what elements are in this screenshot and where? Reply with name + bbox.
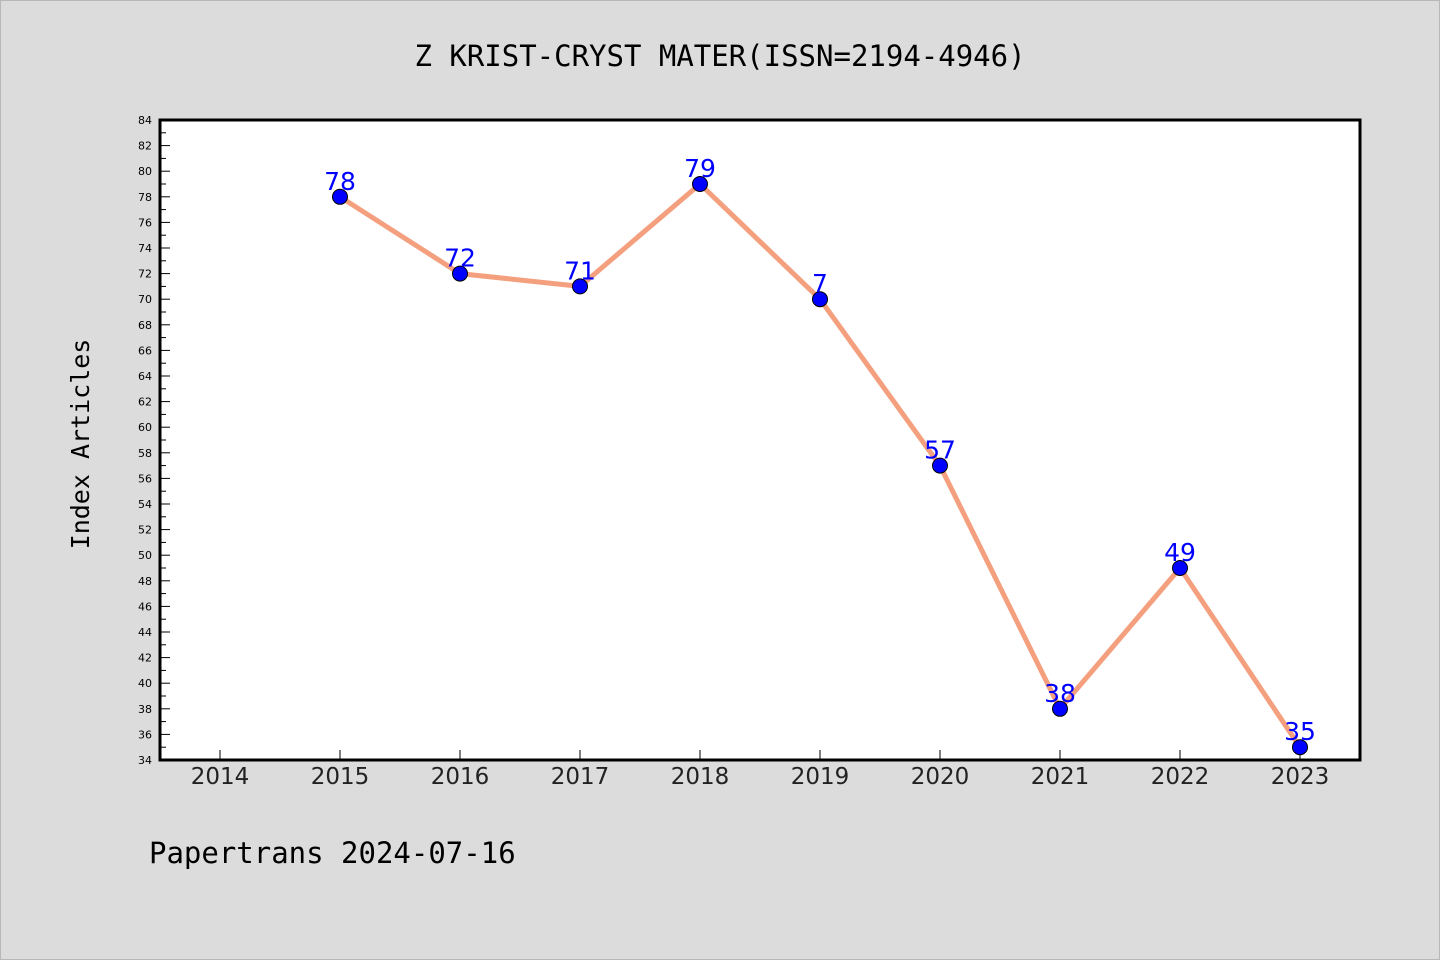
y-tick-label: 74	[138, 242, 152, 255]
data-label: 38	[1044, 679, 1076, 708]
x-tick-label: 2020	[911, 764, 970, 790]
data-point-marker	[332, 188, 348, 205]
y-tick-label: 46	[138, 600, 152, 613]
y-tick-label: 48	[138, 575, 152, 588]
x-tick-label: 2015	[311, 764, 370, 790]
chart-title: Z KRIST-CRYST MATER(ISSN=2194-4946)	[414, 39, 1025, 73]
y-tick-label: 64	[138, 370, 152, 383]
x-tick-label: 2023	[1271, 764, 1330, 790]
y-tick-label: 78	[138, 191, 152, 204]
y-tick-label: 82	[138, 140, 152, 153]
data-label: 57	[924, 436, 956, 465]
data-label-layer: 78 72 71 79 7 57 38 49 35	[324, 154, 1316, 746]
plot-area	[158, 118, 1362, 762]
x-tick-label: 2019	[791, 764, 850, 790]
y-axis: 34 36 38 40 42 44 46 48 50 52 54 56 58 60 62 64 66 68 70 72…	[138, 114, 170, 767]
y-tick-label: 38	[138, 703, 152, 716]
data-label: 7	[812, 269, 828, 298]
y-tick-label: 50	[138, 549, 152, 562]
y-tick-label: 34	[138, 754, 152, 767]
data-label: 78	[324, 167, 356, 196]
footer-source-date: Papertrans 2024-07-16	[149, 836, 516, 870]
y-tick-label: 56	[138, 472, 152, 485]
x-tick-label: 2022	[1151, 764, 1210, 790]
y-tick-label: 58	[138, 447, 152, 460]
y-tick-label: 84	[138, 114, 152, 127]
x-tick-label: 2021	[1031, 764, 1090, 790]
y-tick-label: 42	[138, 652, 152, 665]
data-label: 49	[1164, 538, 1196, 567]
data-label: 72	[444, 244, 476, 273]
y-tick-label: 76	[138, 216, 152, 229]
data-point-marker	[1172, 560, 1188, 576]
y-tick-label: 68	[138, 319, 152, 332]
y-tick-label: 62	[138, 396, 152, 409]
data-label: 71	[564, 256, 596, 285]
series-layer	[332, 176, 1308, 756]
y-axis-label: Index Articles	[66, 339, 95, 550]
x-tick-label: 2016	[431, 764, 490, 790]
data-point-marker	[452, 265, 468, 282]
y-tick-label: 36	[138, 728, 152, 741]
y-tick-label: 66	[138, 344, 152, 357]
data-point-marker	[692, 176, 708, 192]
data-point-marker	[1052, 700, 1068, 717]
data-point-marker	[932, 457, 948, 474]
y-tick-label: 40	[138, 677, 152, 690]
data-point-marker	[572, 278, 588, 295]
y-tick-label: 80	[138, 165, 152, 178]
y-tick-label: 70	[138, 293, 152, 306]
data-label: 35	[1284, 717, 1316, 746]
y-tick-label: 60	[138, 421, 152, 434]
x-tick-label: 2018	[671, 764, 730, 790]
data-point-marker	[1292, 739, 1308, 756]
y-tick-label: 44	[138, 626, 152, 639]
data-point-marker	[812, 291, 828, 308]
x-tick-label: 2017	[551, 764, 610, 790]
x-axis: 2014 2015 2016 2017 2018 2019 2020 2021 2022 2023	[191, 750, 1330, 790]
y-tick-label: 72	[138, 268, 152, 281]
x-tick-label: 2014	[191, 764, 250, 790]
y-tick-label: 54	[138, 498, 152, 511]
y-tick-label: 52	[138, 524, 152, 537]
data-label: 79	[684, 154, 716, 183]
